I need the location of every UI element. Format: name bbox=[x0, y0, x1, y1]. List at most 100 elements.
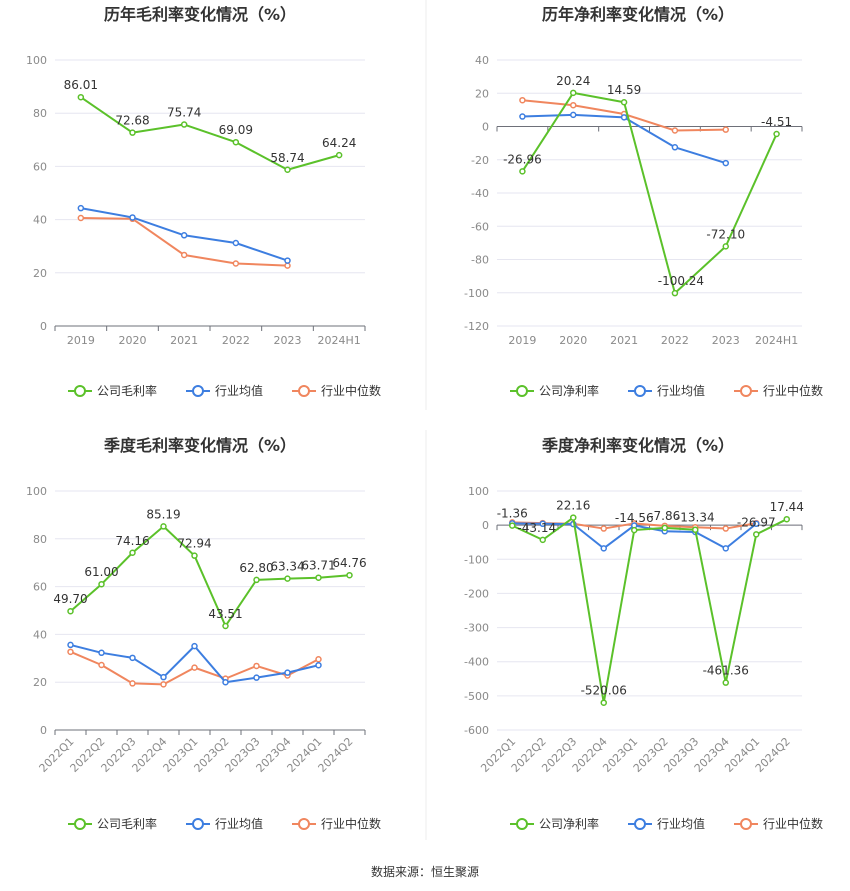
data-point[interactable] bbox=[519, 168, 526, 175]
data-point[interactable] bbox=[539, 520, 546, 528]
data-point[interactable] bbox=[180, 251, 188, 259]
legend-item[interactable]: 行业均值 bbox=[186, 816, 263, 831]
data-point[interactable] bbox=[600, 545, 607, 552]
data-point[interactable] bbox=[722, 525, 729, 532]
data-point[interactable] bbox=[77, 214, 85, 222]
data-point[interactable] bbox=[570, 101, 577, 109]
data-point[interactable] bbox=[620, 114, 628, 121]
data-point[interactable] bbox=[129, 549, 136, 557]
data-point[interactable] bbox=[232, 260, 240, 267]
legend-item[interactable]: 行业中位数 bbox=[292, 383, 381, 398]
data-point[interactable] bbox=[539, 536, 546, 544]
data-point[interactable] bbox=[519, 96, 526, 104]
data-point[interactable] bbox=[753, 520, 760, 528]
data-point[interactable] bbox=[160, 523, 167, 530]
legend-item[interactable]: 行业均值 bbox=[628, 816, 705, 831]
data-point[interactable] bbox=[77, 204, 85, 212]
data-point[interactable] bbox=[600, 525, 607, 532]
legend: 公司净利率 行业均值 行业中位数 bbox=[510, 816, 823, 831]
data-point[interactable] bbox=[129, 129, 136, 136]
data-point[interactable] bbox=[180, 121, 188, 128]
data-point[interactable] bbox=[98, 649, 105, 657]
legend-item[interactable]: 公司净利率 bbox=[510, 816, 599, 831]
data-point[interactable] bbox=[570, 514, 577, 521]
data-point[interactable] bbox=[67, 641, 74, 649]
data-point[interactable] bbox=[671, 289, 679, 297]
data-label: -4.51 bbox=[761, 115, 792, 129]
data-point[interactable] bbox=[315, 656, 322, 663]
legend-swatch-marker bbox=[298, 818, 310, 830]
data-point[interactable] bbox=[67, 607, 74, 615]
data-point[interactable] bbox=[253, 576, 260, 584]
data-point[interactable] bbox=[671, 127, 679, 134]
data-point[interactable] bbox=[722, 126, 729, 133]
data-point[interactable] bbox=[722, 159, 729, 167]
data-point[interactable] bbox=[180, 232, 188, 239]
data-point[interactable] bbox=[284, 575, 291, 582]
data-point[interactable] bbox=[773, 130, 780, 138]
data-label: 14.59 bbox=[607, 83, 641, 97]
legend-item[interactable]: 行业均值 bbox=[186, 383, 263, 398]
data-point[interactable] bbox=[191, 552, 198, 559]
data-point[interactable] bbox=[570, 111, 577, 119]
data-point[interactable] bbox=[284, 669, 291, 676]
data-point[interactable] bbox=[570, 89, 577, 97]
data-point[interactable] bbox=[77, 93, 85, 101]
legend-item[interactable]: 公司毛利率 bbox=[68, 383, 157, 398]
chart-title: 季度毛利率变化情况（%） bbox=[103, 436, 296, 455]
data-point[interactable] bbox=[98, 580, 105, 588]
data-point[interactable] bbox=[519, 113, 526, 120]
legend-item[interactable]: 公司毛利率 bbox=[68, 816, 157, 831]
legend-item[interactable]: 公司净利率 bbox=[510, 383, 599, 398]
y-tick-label: -60 bbox=[471, 220, 489, 233]
data-label: -14.56 bbox=[615, 511, 654, 525]
legend: 公司毛利率 行业均值 行业中位数 bbox=[68, 816, 381, 831]
legend-item[interactable]: 行业中位数 bbox=[734, 383, 823, 398]
data-point[interactable] bbox=[783, 515, 790, 523]
y-tick-label: 0 bbox=[482, 121, 489, 134]
data-point[interactable] bbox=[722, 679, 729, 686]
data-point[interactable] bbox=[284, 262, 291, 269]
data-point[interactable] bbox=[129, 214, 136, 221]
data-point[interactable] bbox=[315, 574, 322, 581]
data-point[interactable] bbox=[671, 144, 679, 151]
data-point[interactable] bbox=[722, 243, 729, 250]
data-point[interactable] bbox=[692, 526, 699, 533]
data-point[interactable] bbox=[253, 662, 260, 670]
data-label: 69.09 bbox=[219, 123, 253, 137]
data-point[interactable] bbox=[631, 526, 638, 534]
series-line bbox=[80, 217, 288, 267]
data-point[interactable] bbox=[284, 166, 291, 174]
data-point[interactable] bbox=[284, 257, 291, 264]
legend-item[interactable]: 行业中位数 bbox=[292, 816, 381, 831]
data-point[interactable] bbox=[129, 680, 136, 687]
legend-item[interactable]: 行业中位数 bbox=[734, 816, 823, 831]
data-point[interactable] bbox=[129, 654, 136, 662]
data-point[interactable] bbox=[160, 681, 167, 688]
data-point[interactable] bbox=[98, 661, 105, 669]
data-point[interactable] bbox=[753, 531, 760, 538]
data-point[interactable] bbox=[722, 545, 729, 552]
data-point[interactable] bbox=[232, 239, 240, 247]
data-point[interactable] bbox=[191, 642, 198, 650]
data-point[interactable] bbox=[222, 622, 229, 630]
data-point[interactable] bbox=[661, 524, 668, 532]
data-point[interactable] bbox=[253, 674, 260, 681]
data-point[interactable] bbox=[315, 661, 322, 669]
legend-item[interactable]: 行业均值 bbox=[628, 383, 705, 398]
y-tick-label: 60 bbox=[33, 160, 47, 173]
data-point[interactable] bbox=[67, 648, 74, 656]
y-tick-label: 20 bbox=[33, 267, 47, 280]
data-point[interactable] bbox=[509, 522, 516, 529]
annual-net-margin-chart: 历年净利率变化情况（%） -120 -100 -80 -60 -40 -20 0 20 40 20… bbox=[464, 5, 823, 398]
data-point[interactable] bbox=[232, 138, 240, 146]
data-label: -13.34 bbox=[676, 511, 715, 525]
data-point[interactable] bbox=[222, 678, 229, 686]
data-point[interactable] bbox=[346, 571, 353, 579]
company-series: -26.96 20.24 14.59 -100.24 -72.10 -4.51 bbox=[503, 74, 792, 297]
data-point[interactable] bbox=[191, 664, 198, 671]
data-point[interactable] bbox=[160, 673, 167, 681]
data-point[interactable] bbox=[620, 98, 628, 106]
data-point[interactable] bbox=[335, 151, 343, 159]
data-point[interactable] bbox=[600, 699, 607, 706]
